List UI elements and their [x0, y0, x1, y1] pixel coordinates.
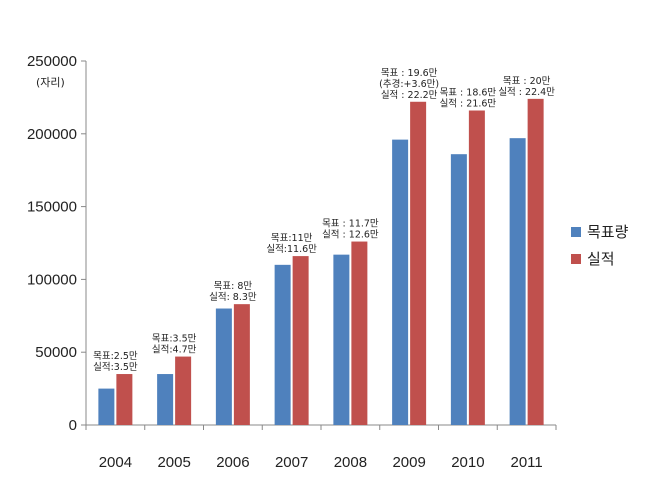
y-tick-label: 250000	[27, 53, 77, 70]
annotation-label: 목표 : 11.7만	[322, 219, 379, 230]
legend-swatch	[571, 254, 581, 264]
annotation-label: 실적 : 22.4만	[498, 86, 555, 98]
annotation-label: 목표 : 18.6만	[440, 88, 497, 99]
y-tick-label: 50000	[35, 344, 77, 361]
x-tick-label: 2005	[157, 454, 190, 471]
annotation-label: 목표:3.5만	[152, 334, 197, 345]
x-axis: 2004 2005 2006 2007 2008 2009 2010 2011	[85, 424, 557, 471]
annotation-label: 목표 : 19.6만	[381, 68, 438, 79]
actual-bar-2005	[175, 356, 192, 425]
annotation-label: 목표:11만	[271, 233, 313, 244]
target-bar-2005	[157, 374, 174, 425]
annotation-label: 목표:2.5만	[93, 351, 138, 362]
x-tick-label: 2009	[392, 454, 425, 471]
annotation-label: 실적 : 12.6만	[322, 229, 379, 241]
x-tick-label: 2011	[510, 454, 542, 471]
x-tick-label: 2008	[334, 454, 367, 471]
annotation-label: 실적:11.6만	[266, 243, 317, 255]
annotation-label: (추경:+3.6만)	[379, 78, 439, 90]
actual-bar-2011	[527, 98, 544, 425]
target-bar-2007	[274, 264, 291, 425]
annotation-label: 실적:4.7만	[152, 344, 197, 356]
actual-bar-2010	[468, 110, 485, 425]
actual-bar-2007	[292, 256, 309, 425]
target-bar-2004	[98, 388, 115, 425]
annotation-label: 실적:3.5만	[93, 361, 138, 373]
legend-swatch	[571, 227, 581, 237]
x-tick-label: 2010	[451, 454, 484, 471]
x-tick-label: 2007	[275, 454, 308, 471]
actual-bar-2006	[233, 304, 250, 425]
target-bar-2011	[509, 138, 526, 425]
annotation-label: 목표 : 20만	[503, 76, 551, 87]
y-tick-label: 100000	[27, 271, 77, 288]
actual-bar-2004	[116, 374, 133, 425]
bars	[98, 98, 544, 425]
x-tick-label: 2004	[99, 454, 132, 471]
y-tick-label: 0	[69, 417, 77, 434]
legend-label: 실적	[587, 250, 615, 268]
actual-bar-2008	[351, 241, 368, 425]
actual-bar-2009	[410, 101, 427, 425]
target-bar-2009	[392, 139, 409, 425]
annotation-label: 실적: 8.3만	[209, 291, 257, 303]
legend-label: 목표량	[587, 223, 629, 241]
x-tick-label: 2006	[216, 454, 249, 471]
target-bar-2010	[450, 154, 467, 425]
y-axis-unit-label: (자리)	[36, 76, 65, 89]
y-axis: 0 50000 100000 150000 200000 250000	[27, 53, 87, 434]
target-bar-2008	[333, 254, 350, 425]
y-tick-label: 200000	[27, 126, 77, 143]
annotation-label: 실적 : 22.2만	[381, 89, 438, 101]
target-bar-2006	[215, 308, 232, 425]
annotation-label: 목표: 8만	[214, 281, 253, 292]
annotation-label: 실적 : 21.6만	[440, 98, 497, 110]
y-tick-label: 150000	[27, 199, 77, 216]
